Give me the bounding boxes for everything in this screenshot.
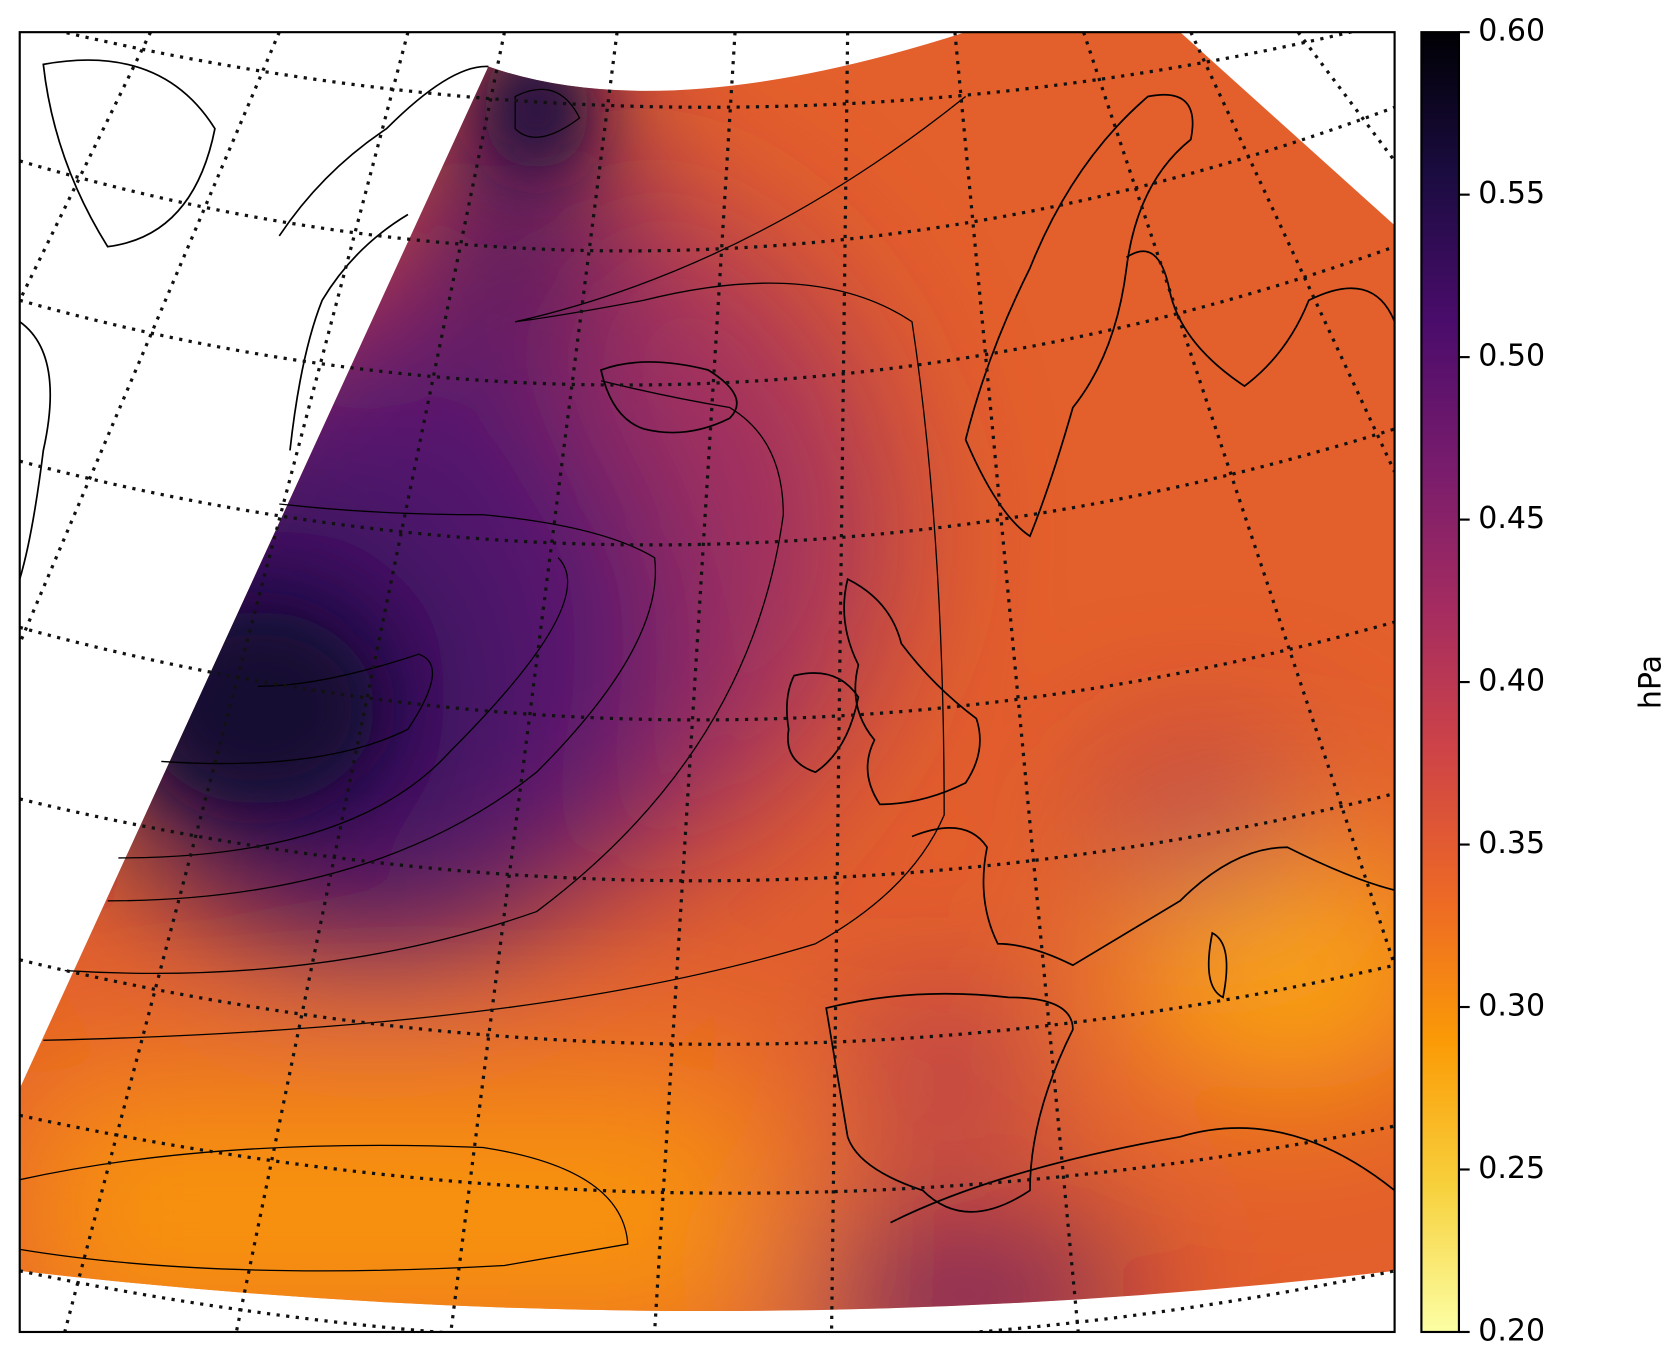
colorbar-tick-label: 0.40	[1478, 664, 1545, 699]
field	[19, 32, 1395, 1312]
colorbar-label: hPa	[1633, 655, 1668, 709]
colorbar: 0.20 0.25 0.30 0.35 0.40 0.45 0.50 0.55 0.60	[1420, 14, 1545, 1348]
graticule	[19, 32, 1395, 1332]
map-frame	[18, 31, 1396, 1334]
coastlines	[19, 59, 1395, 1224]
colorbar-tick-label: 0.35	[1478, 826, 1545, 861]
colorbar-tick-label: 0.55	[1478, 176, 1545, 211]
colorbar-tick-label: 0.50	[1478, 339, 1545, 374]
colorbar-scale	[1420, 31, 1461, 1334]
map	[19, 32, 1395, 1332]
colorbar-tick-label: 0.45	[1478, 501, 1545, 536]
colorbar-tick-label: 0.60	[1478, 14, 1545, 49]
colorbar-tick-label: 0.30	[1478, 989, 1545, 1024]
colorbar-tick-label: 0.25	[1478, 1151, 1545, 1186]
colorbar-tick-label: 0.20	[1478, 1313, 1545, 1348]
contours	[19, 88, 967, 1272]
